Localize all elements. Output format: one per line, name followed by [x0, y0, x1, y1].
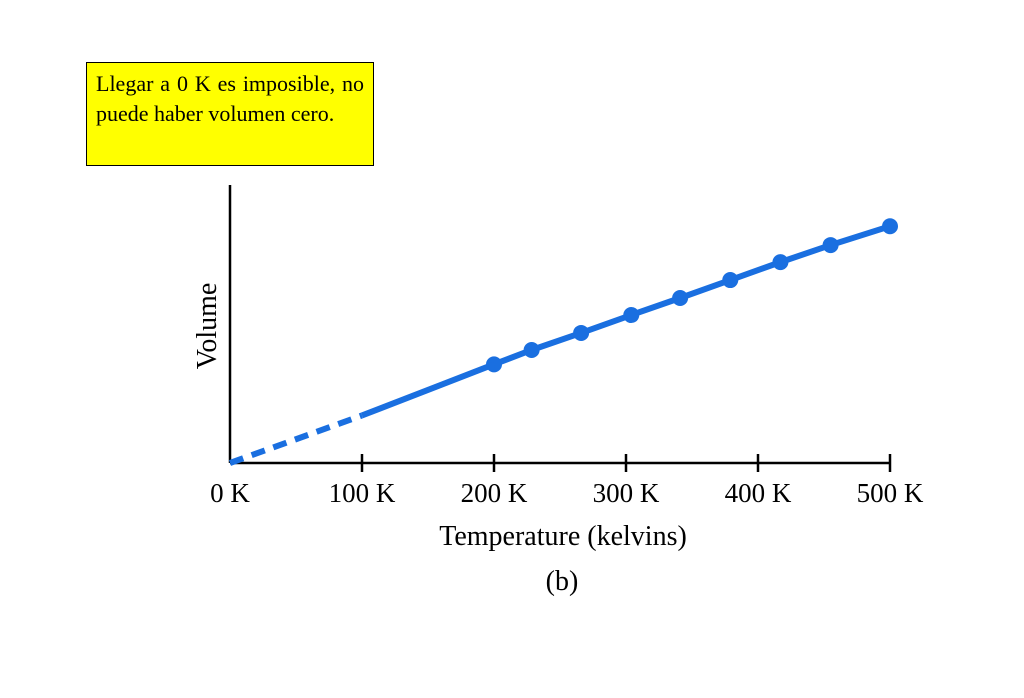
labels-layer: Temperature (kelvins) Volume (b)	[192, 283, 687, 597]
series-layer	[228, 218, 898, 466]
x-tick-label: 400 K	[725, 478, 792, 508]
data-point	[882, 218, 898, 235]
x-tick-label: 0 K	[210, 478, 250, 508]
data-point	[822, 237, 839, 254]
data-point	[573, 324, 590, 341]
series-line-extrapolation	[360, 361, 496, 419]
data-point	[772, 254, 789, 271]
annotation-text: Llegar a 0 K es imposible, no puede habe…	[96, 71, 364, 126]
axes: 0 K 100 K 200 K 300 K 400 K 500 K	[210, 185, 924, 508]
data-point	[523, 342, 540, 359]
y-axis-label: Volume	[192, 283, 223, 370]
x-axis-label: Temperature (kelvins)	[439, 521, 687, 552]
x-tick-label: 300 K	[593, 478, 660, 508]
annotation-note: Llegar a 0 K es imposible, no puede habe…	[86, 62, 374, 166]
x-tick-label: 500 K	[857, 478, 924, 508]
data-point	[722, 272, 739, 289]
figure-caption: (b)	[546, 566, 579, 597]
data-point	[672, 289, 689, 306]
x-tick-label: 100 K	[329, 478, 396, 508]
series-line-dashed	[228, 412, 364, 466]
x-tick-label: 200 K	[461, 478, 528, 508]
data-point	[623, 307, 640, 324]
